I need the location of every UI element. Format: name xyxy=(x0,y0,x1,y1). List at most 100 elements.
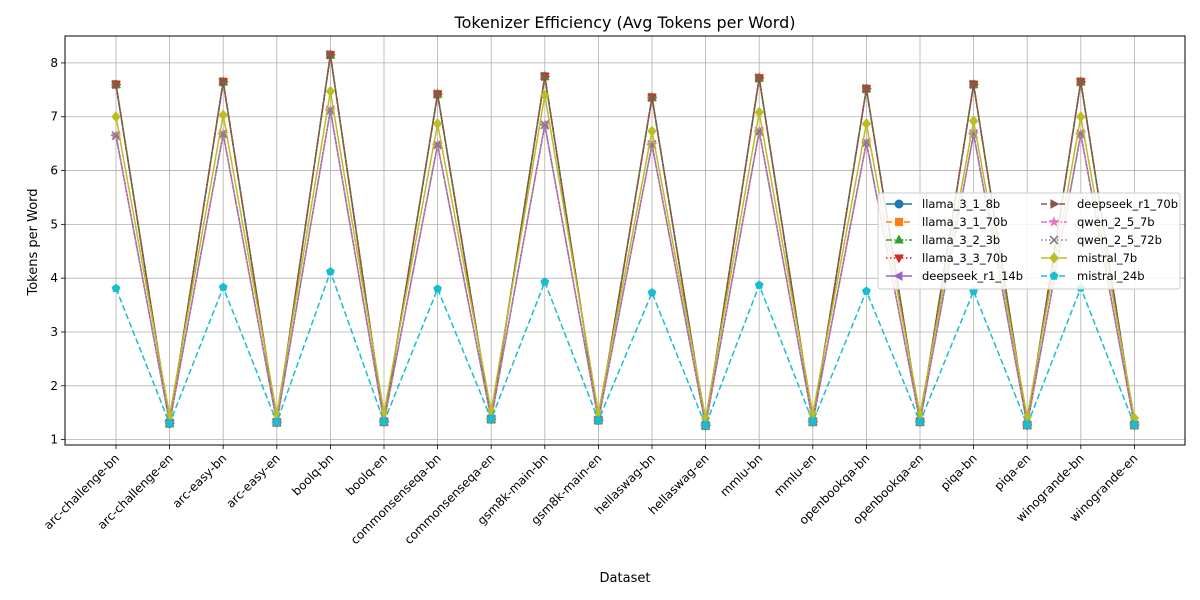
y-tick-label: 5 xyxy=(50,217,58,231)
data-point xyxy=(433,284,442,293)
data-point xyxy=(1022,420,1032,429)
y-tick-label: 8 xyxy=(50,56,58,70)
data-point xyxy=(970,79,980,90)
data-point xyxy=(219,76,229,87)
legend-item: mistral_24b xyxy=(1041,269,1145,283)
plot-area xyxy=(64,35,1186,446)
legend-label: mistral_7b xyxy=(1077,251,1137,265)
data-point xyxy=(648,92,658,103)
data-point xyxy=(862,286,871,295)
y-tick-label: 2 xyxy=(50,379,58,393)
x-marker-stroke xyxy=(540,120,550,130)
data-point xyxy=(862,83,872,94)
x-tick-label: piqa-bn xyxy=(938,451,980,493)
data-point xyxy=(486,414,496,423)
data-point xyxy=(165,418,174,428)
data-point xyxy=(594,415,603,424)
legend-item: qwen_2_5_7b xyxy=(1041,215,1155,229)
data-point xyxy=(647,288,657,297)
legend-label: llama_3_2_3b xyxy=(922,233,1000,247)
series-line xyxy=(115,110,1136,426)
data-point xyxy=(754,280,764,289)
y-tick-label: 3 xyxy=(50,325,58,339)
legend-marker xyxy=(1049,252,1059,264)
legend-label: deepseek_r1_70b xyxy=(1077,197,1178,211)
x-tick-label: arc-easy-en xyxy=(223,451,283,511)
series-line xyxy=(115,269,1136,428)
legend-label: qwen_2_5_7b xyxy=(1077,215,1155,229)
legend-item: deepseek_r1_14b xyxy=(886,269,1023,283)
data-point xyxy=(540,89,550,101)
data-point xyxy=(541,71,551,82)
series-mistral_7b xyxy=(111,85,1140,424)
x-tick-label: arc-easy-bn xyxy=(170,451,230,511)
series-mistral_24b xyxy=(111,267,1139,430)
x-axis-ticks: arc-challenge-bnarc-challenge-enarc-easy… xyxy=(41,445,1141,547)
legend-marker xyxy=(894,217,904,227)
legend-item: llama_3_2_3b xyxy=(886,233,1000,247)
series-line xyxy=(115,91,1136,419)
data-point xyxy=(112,79,122,90)
legend-marker xyxy=(1050,199,1060,209)
data-point xyxy=(915,417,925,426)
data-point xyxy=(540,277,550,286)
y-tick-label: 4 xyxy=(50,271,58,285)
data-point xyxy=(701,421,710,430)
data-point xyxy=(968,115,979,127)
legend-label: mistral_24b xyxy=(1077,269,1145,283)
data-point xyxy=(861,118,872,130)
legend-item: llama_3_1_70b xyxy=(886,215,1008,229)
legend-label: deepseek_r1_14b xyxy=(922,269,1023,283)
legend-marker xyxy=(893,271,903,281)
y-tick-label: 7 xyxy=(50,110,58,124)
legend-label: llama_3_1_8b xyxy=(922,197,1000,211)
chart-title: Tokenizer Efficiency (Avg Tokens per Wor… xyxy=(454,13,796,32)
legend-marker xyxy=(1048,216,1060,227)
data-point xyxy=(1130,420,1139,429)
legend-label: qwen_2_5_72b xyxy=(1077,233,1162,247)
x-axis-label: Dataset xyxy=(600,571,651,586)
x-tick-label: commonsenseqa-bn xyxy=(348,451,444,547)
data-point xyxy=(808,417,818,426)
series-lines xyxy=(110,49,1140,432)
data-point xyxy=(432,118,443,130)
legend-item: mistral_7b xyxy=(1041,251,1137,265)
legend: llama_3_1_8b llama_3_1_70b llama_3_2_3blla… xyxy=(877,192,1181,290)
data-point xyxy=(325,85,336,98)
data-point xyxy=(1077,76,1087,87)
data-point xyxy=(326,49,336,60)
x-marker-stroke xyxy=(1049,235,1059,245)
data-point xyxy=(111,283,121,293)
data-point xyxy=(434,89,444,99)
data-point xyxy=(1076,111,1086,123)
data-point xyxy=(540,120,550,130)
data-point xyxy=(647,125,657,137)
legend-item: deepseek_r1_70b xyxy=(1041,197,1178,211)
y-tick-label: 1 xyxy=(50,433,58,447)
x-tick-label: mmlu-en xyxy=(771,451,819,499)
legend-marker xyxy=(894,199,904,209)
data-point xyxy=(755,73,765,83)
data-point xyxy=(111,111,121,123)
data-point xyxy=(754,106,764,118)
legend-marker xyxy=(1049,271,1059,280)
grid-lines xyxy=(65,36,1185,445)
legend-label: llama_3_3_70b xyxy=(922,251,1008,265)
data-point xyxy=(272,417,282,427)
x-tick-label: boolq-en xyxy=(343,451,390,498)
legend-marker xyxy=(894,234,904,244)
x-tick-label: mmlu-bn xyxy=(717,451,765,499)
legend-item: llama_3_3_70b xyxy=(886,251,1008,265)
legend-item: qwen_2_5_72b xyxy=(1041,233,1162,247)
x-tick-label: boolq-bn xyxy=(289,451,336,498)
data-point xyxy=(326,267,335,276)
data-point xyxy=(379,417,389,426)
legend-marker xyxy=(1049,235,1059,245)
legend-label: llama_3_1_70b xyxy=(922,215,1008,229)
y-axis-label: Tokens per Word xyxy=(26,188,41,296)
y-tick-label: 6 xyxy=(50,164,58,178)
x-tick-label: commonsenseqa-en xyxy=(402,451,498,547)
legend-item: llama_3_1_8b xyxy=(886,197,1000,211)
series-line xyxy=(115,54,1136,426)
